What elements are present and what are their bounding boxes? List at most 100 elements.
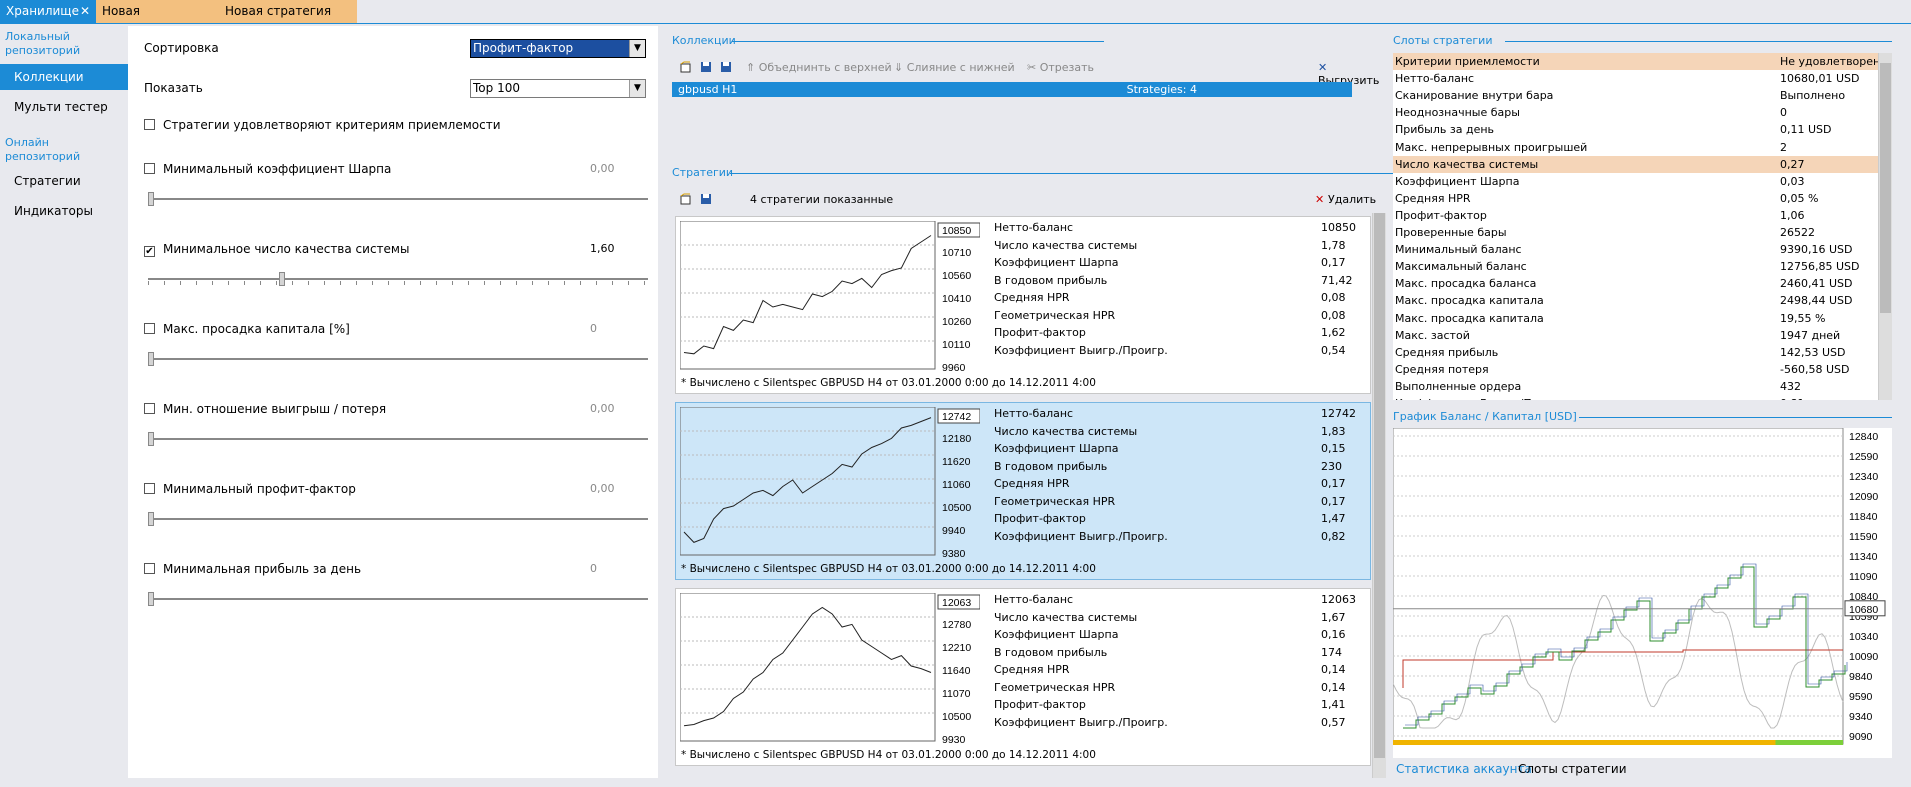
slot-row: Нетто-баланс 10680,01 USD	[1393, 70, 1892, 87]
filter-item[interactable]: Мин. отношение выигрыш / потеря	[144, 402, 386, 416]
slider-thumb[interactable]	[279, 272, 285, 286]
collections-header: Коллекции	[672, 34, 1392, 48]
stat-label: Нетто-баланс	[994, 407, 1074, 420]
save-icon[interactable]	[700, 61, 715, 74]
chevron-down-icon[interactable]: ▼	[629, 40, 645, 57]
axis-tick-label: 10260	[942, 316, 971, 328]
nav-item-collections[interactable]: Коллекции	[0, 64, 136, 90]
axis-tick-label: 12210	[942, 642, 971, 654]
sort-select[interactable]: Профит-фактор ▼	[470, 39, 646, 58]
filter-slider[interactable]	[148, 272, 648, 286]
merge-up-button[interactable]: ⇑ Объеднинть с верхней	[746, 61, 892, 74]
slot-value: 0,27	[1780, 157, 1805, 171]
strategy-card[interactable]: 12742 12180 11620 11060 10500 9940 9380 12742 Не…	[675, 402, 1371, 580]
filter-slider[interactable]	[148, 352, 648, 366]
strategy-card[interactable]: 10850 10710 10560 10410 10260 10110 9960 10850 Н…	[675, 216, 1371, 394]
stat-label: Коэффициент Шарпа	[994, 628, 1119, 641]
stat-label: В годовом прибыль	[994, 273, 1108, 287]
axis-tick-label: 9590	[1849, 691, 1873, 703]
slot-value: 0,03	[1780, 174, 1805, 188]
strategies-count: 4 стратегии показанные	[750, 193, 894, 206]
filter-slider[interactable]	[148, 432, 648, 446]
filter-item[interactable]: Минимальный профит-фактор	[144, 482, 356, 496]
strategies-scrollbar[interactable]	[1372, 213, 1386, 778]
cut-button[interactable]: ✂ Отрезать	[1027, 61, 1094, 74]
slot-key: Макс. застой	[1395, 328, 1470, 342]
merge-down-button[interactable]: ⇓ Слияние с нижней	[894, 61, 1015, 74]
axis-tick-label: 9340	[1849, 711, 1873, 723]
filter-label: Минимальное число качества системы	[163, 242, 410, 256]
tab-strategy-slots[interactable]: Слоты стратегии	[1518, 762, 1627, 776]
filter-slider[interactable]	[148, 592, 648, 606]
filter-item[interactable]: Минимальный коэффициент Шарпа	[144, 162, 391, 176]
filter-checkbox[interactable]	[144, 403, 155, 414]
slot-value: 10680,01 USD	[1780, 72, 1860, 86]
slider-thumb[interactable]	[148, 352, 154, 366]
new-collection-icon[interactable]	[680, 61, 695, 74]
tab-account-stats[interactable]: Статистика аккаунта	[1396, 762, 1532, 776]
strategy-equity-chart: 12742121801162011060105009940938012742	[680, 407, 980, 557]
save-as-icon[interactable]	[720, 61, 735, 74]
axis-tick-label: 11640	[942, 665, 971, 677]
slots-scrollbar[interactable]	[1878, 53, 1892, 400]
slider-thumb[interactable]	[148, 512, 154, 526]
stat-label: В годовом прибыль	[994, 645, 1108, 659]
axis-tick-label: 10410	[942, 293, 971, 305]
stat-value: 10850	[1321, 221, 1356, 234]
stat-label: Нетто-баланс	[994, 221, 1074, 234]
nav-item-strategies[interactable]: Стратегии	[14, 174, 81, 188]
chevron-down-icon[interactable]: ▼	[629, 80, 645, 97]
stat-value: 71,42	[1321, 273, 1353, 287]
filter-value: 1,60	[590, 242, 615, 255]
slot-key: Максимальный баланс	[1395, 260, 1527, 274]
filter-label: Минимальная прибыль за день	[163, 562, 362, 576]
stat-value: 0,17	[1321, 494, 1346, 508]
delete-label: Удалить	[1328, 193, 1377, 206]
slot-key: Минимальный баланс	[1395, 243, 1522, 257]
filter-checkbox[interactable]	[144, 163, 155, 174]
nav-item-indicators[interactable]: Индикаторы	[14, 204, 93, 218]
acceptance-checkbox[interactable]	[144, 119, 155, 130]
slot-row: Коэффициент Выигр./Проигр. 0,81	[1393, 395, 1892, 400]
filter-slider[interactable]	[148, 192, 648, 206]
collection-row[interactable]: gbpusd H1 Strategies: 4	[672, 82, 1352, 97]
filter-item[interactable]: Минимальная прибыль за день	[144, 562, 361, 576]
tab-repository[interactable]: Хранилище ✕	[0, 0, 96, 23]
stat-label: Число качества системы	[994, 238, 1138, 252]
delete-button[interactable]: ✕ Удалить	[1315, 193, 1376, 206]
nav-item-multi-tester[interactable]: Мульти тестер	[14, 100, 108, 114]
axis-tick-label: 11090	[1849, 571, 1878, 583]
stat-label: Геометрическая HPR	[994, 494, 1116, 508]
new-strategy-icon[interactable]	[680, 193, 695, 206]
axis-tick-label: 9840	[1849, 671, 1873, 683]
axis-tick-label: 11840	[1849, 511, 1878, 523]
filter-value: 0	[590, 562, 597, 575]
filter-checkbox[interactable]	[144, 563, 155, 574]
close-icon[interactable]: ✕	[79, 4, 90, 18]
filter-checkbox[interactable]	[144, 483, 155, 494]
slot-row: Средняя HPR 0,05 %	[1393, 190, 1892, 207]
tab-new-strategy[interactable]: Новая стратегия*	[96, 0, 219, 41]
slot-value: 0,11 USD	[1780, 123, 1832, 137]
filter-item[interactable]: ✔ Минимальное число качества системы	[144, 242, 409, 257]
filter-item[interactable]: Макс. просадка капитала [%]	[144, 322, 350, 336]
filter-checkbox[interactable]	[144, 323, 155, 334]
slider-thumb[interactable]	[148, 592, 154, 606]
tab-new-strategy-1[interactable]: Новая стратегия (1)*	[219, 0, 357, 41]
show-select[interactable]: Top 100 ▼	[470, 79, 646, 98]
acceptance-filter[interactable]: Стратегии удовлетворяют критериям приемл…	[144, 118, 501, 132]
save-icon[interactable]	[700, 193, 715, 206]
slot-value: 2	[1780, 140, 1787, 154]
slot-row: Средняя прибыль 142,53 USD	[1393, 344, 1892, 361]
slot-key: Макс. просадка капитала	[1395, 294, 1544, 308]
slot-value: 142,53 USD	[1780, 345, 1846, 359]
axis-tick-label: 11340	[1849, 551, 1878, 563]
filter-slider[interactable]	[148, 512, 648, 526]
slot-value: 19,55 %	[1780, 311, 1826, 325]
current-balance-marker: 10680	[1849, 604, 1878, 616]
filter-checkbox[interactable]: ✔	[144, 246, 155, 257]
axis-tick-label: 11070	[942, 688, 971, 700]
slider-thumb[interactable]	[148, 192, 154, 206]
strategy-card[interactable]: 133501278012210116401107010500993012063Н…	[675, 588, 1371, 766]
slider-thumb[interactable]	[148, 432, 154, 446]
